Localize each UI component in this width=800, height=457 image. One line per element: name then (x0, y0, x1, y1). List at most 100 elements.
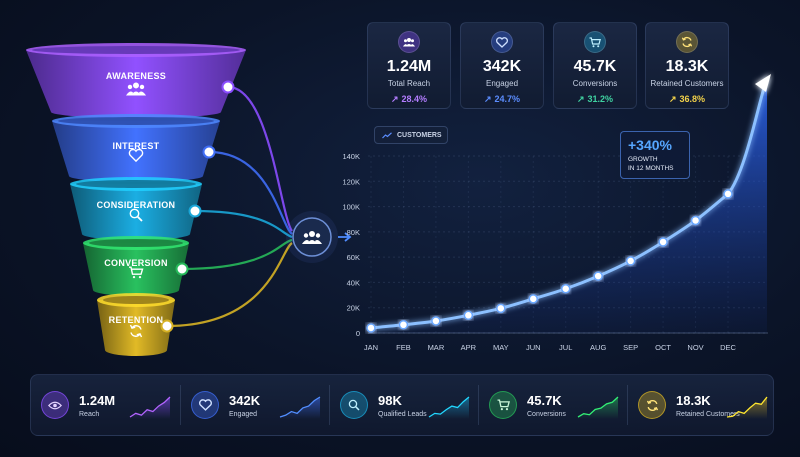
funnel-stage-mouth (32, 46, 240, 54)
stat-reach[interactable]: 1.24M Reach (31, 375, 179, 435)
stage-label-interest: INTEREST (112, 141, 160, 151)
stat-label: Conversions (527, 410, 566, 418)
sparkline-line (428, 396, 470, 418)
kpi-change: ↗ 28.4% (368, 94, 450, 105)
arrow-up-right-icon: ↗ (668, 94, 677, 104)
divider (329, 385, 330, 425)
sparkline-reach (129, 396, 171, 419)
stage-label-awareness: AWARENESS (105, 71, 167, 81)
kpi-card-total-reach[interactable]: 1.24M Total Reach ↗ 28.4% (367, 22, 451, 109)
stat-label: Retained Customers (676, 410, 740, 418)
chart-legend[interactable]: CUSTOMERS (374, 126, 448, 144)
stat-value: 1.24M (79, 392, 116, 408)
arrow-up-right-icon: ↗ (576, 94, 585, 104)
eye-icon (41, 391, 69, 419)
kpi-value: 1.24M (386, 58, 432, 75)
stat-retained-customers[interactable]: 18.3K Retained Customers (628, 375, 776, 435)
divider (180, 385, 181, 425)
stat-value: 342K (229, 392, 261, 408)
divider (627, 385, 628, 425)
kpi-card-engaged[interactable]: 342K Engaged ↗ 24.7% (460, 22, 544, 109)
kpi-label: Retained Customers (650, 79, 724, 88)
users-icon (302, 231, 322, 244)
stat-value: 18.3K (676, 392, 711, 408)
growth-value: +340% (628, 137, 672, 153)
kpi-value: 45.7K (573, 58, 617, 75)
sparkline-line (577, 396, 619, 418)
sparkline-line (726, 396, 768, 418)
kpi-change: ↗ 24.7% (461, 94, 543, 105)
kpi-label: Total Reach (387, 79, 431, 88)
search-icon (340, 391, 368, 419)
stat-value: 45.7K (527, 392, 562, 408)
kpi-change-value: 36.8% (679, 94, 706, 104)
stage-label-retention: RETENTION (108, 315, 164, 325)
sparkline-conversions (577, 396, 619, 419)
sparkline-area (130, 397, 170, 419)
funnel-stage-mouth (89, 239, 183, 247)
connector-dot (188, 204, 202, 218)
connector-dot (175, 262, 189, 276)
cart-icon (584, 31, 606, 53)
kpi-value: 18.3K (665, 58, 709, 75)
connector-retention (166, 242, 293, 328)
arrow-right-icon (338, 232, 352, 242)
stat-label: Reach (79, 410, 100, 418)
kpi-change-value: 28.4% (401, 94, 428, 104)
kpi-label: Conversions (572, 79, 618, 88)
trend-line-icon (382, 131, 392, 138)
connector-interest (208, 150, 293, 235)
refresh-icon (638, 391, 666, 419)
connector-dot (202, 145, 216, 159)
heart-icon (128, 148, 144, 163)
funnel-stage-retention[interactable] (97, 300, 175, 356)
stage-label-consideration: CONSIDERATION (96, 200, 176, 210)
funnel-stage-mouth (58, 117, 214, 125)
sparkline-area (578, 397, 618, 419)
stage-label-conversion: CONVERSION (104, 258, 168, 268)
sparkline-engaged (279, 396, 321, 419)
refresh-icon (676, 31, 698, 53)
cart-icon (489, 391, 517, 419)
growth-caption-line2: IN 12 MONTHS (628, 165, 674, 172)
connector-dot (160, 319, 174, 333)
kpi-card-conversions[interactable]: 45.7K Conversions ↗ 31.2% (553, 22, 637, 109)
heart-icon (491, 31, 513, 53)
summary-bar: 1.24M Reach 342K Engaged 98K Qualified L (30, 374, 774, 436)
users-icon (398, 31, 420, 53)
sparkline-line (129, 396, 171, 418)
users-icon (126, 82, 146, 96)
kpi-change-value: 31.2% (587, 94, 614, 104)
growth-caption: GROWTH IN 12 MONTHS (628, 155, 682, 173)
stat-engaged[interactable]: 342K Engaged (181, 375, 329, 435)
sparkline-line (279, 396, 321, 418)
funnel-stage-mouth (76, 180, 196, 188)
arrow-up-right-icon: ↗ (483, 94, 492, 104)
funnel-stage-consideration[interactable] (70, 184, 202, 240)
refresh-icon (129, 324, 143, 338)
connector-conversion (181, 238, 293, 271)
stat-qualified-leads[interactable]: 98K Qualified Leads (330, 375, 478, 435)
cart-icon (129, 266, 144, 279)
stat-conversions[interactable]: 45.7K Conversions (479, 375, 627, 435)
divider (478, 385, 479, 425)
sparkline-area (280, 397, 320, 419)
kpi-change: ↗ 36.8% (646, 94, 728, 105)
growth-caption-line1: GROWTH (628, 156, 658, 163)
stat-value: 98K (378, 392, 402, 408)
stat-label: Qualified Leads (378, 410, 427, 418)
connector-dot (221, 80, 235, 94)
legend-label: CUSTOMERS (397, 131, 442, 139)
growth-callout: +340% GROWTH IN 12 MONTHS (620, 131, 690, 179)
heart-icon (191, 391, 219, 419)
sparkline-retained-customers (726, 396, 768, 419)
search-icon (129, 208, 143, 222)
kpi-card-retained-customers[interactable]: 18.3K Retained Customers ↗ 36.8% (645, 22, 729, 109)
kpi-change: ↗ 31.2% (554, 94, 636, 105)
stat-label: Engaged (229, 410, 258, 418)
connector-consideration (194, 209, 293, 239)
arrow-up-right-icon: ↗ (390, 94, 399, 104)
connector-awareness (227, 85, 293, 232)
